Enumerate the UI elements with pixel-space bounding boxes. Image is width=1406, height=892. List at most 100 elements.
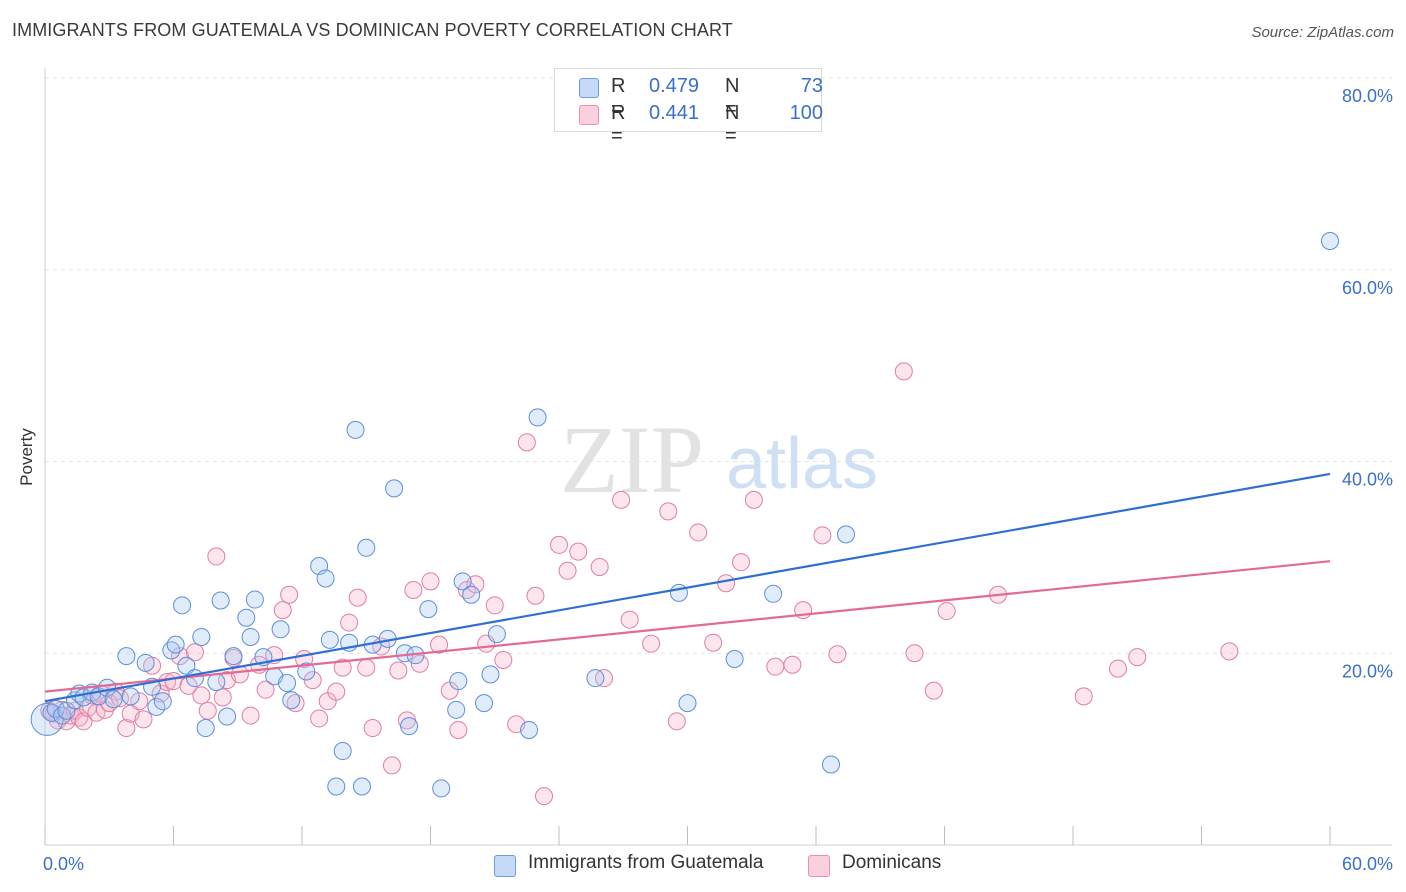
legend-n-value: 100 bbox=[789, 102, 823, 124]
data-point-dominicans bbox=[744, 490, 763, 509]
data-point-dominicans bbox=[273, 601, 292, 620]
data-point-dominicans bbox=[526, 586, 545, 605]
data-point-guatemala bbox=[316, 569, 335, 588]
data-point-dominicans bbox=[494, 650, 513, 669]
data-point-dominicans bbox=[256, 680, 275, 699]
data-point-dominicans bbox=[130, 692, 149, 711]
data-point-guatemala bbox=[196, 719, 215, 738]
data-point-guatemala bbox=[333, 742, 352, 761]
data-point-dominicans bbox=[612, 490, 631, 509]
data-point-dominicans bbox=[905, 644, 924, 663]
data-point-dominicans bbox=[382, 756, 401, 775]
legend-label: Immigrants from Guatemala bbox=[528, 852, 764, 873]
data-point-guatemala bbox=[166, 635, 185, 654]
data-point-dominicans bbox=[340, 613, 359, 632]
data-point-dominicans bbox=[924, 681, 943, 700]
data-point-dominicans bbox=[389, 661, 408, 680]
data-point-guatemala bbox=[487, 625, 506, 644]
chart-title: IMMIGRANTS FROM GUATEMALA VS DOMINICAN P… bbox=[12, 20, 733, 40]
data-point-dominicans bbox=[558, 561, 577, 580]
data-point-guatemala bbox=[211, 591, 230, 610]
data-point-dominicans bbox=[192, 686, 211, 705]
data-point-dominicans bbox=[704, 633, 723, 652]
legend-r-label: R = bbox=[611, 75, 626, 120]
data-point-dominicans bbox=[1074, 687, 1093, 706]
data-point-guatemala bbox=[104, 690, 123, 709]
trend-lines bbox=[44, 472, 1331, 703]
data-point-dominicans bbox=[717, 574, 736, 593]
data-point-guatemala bbox=[528, 408, 547, 427]
watermark-atlas: atlas bbox=[726, 424, 878, 504]
data-point-guatemala bbox=[177, 656, 196, 675]
data-point-dominicans bbox=[766, 657, 785, 676]
data-point-dominicans bbox=[213, 688, 232, 707]
data-point-guatemala bbox=[271, 620, 290, 639]
watermark-zip: ZIP bbox=[560, 406, 704, 513]
data-point-dominicans bbox=[828, 645, 847, 664]
data-point-dominicans bbox=[207, 547, 226, 566]
data-point-guatemala bbox=[821, 755, 840, 774]
data-point-dominicans bbox=[732, 553, 751, 572]
data-point-guatemala bbox=[237, 608, 256, 627]
data-point-guatemala bbox=[320, 630, 339, 649]
data-point-guatemala bbox=[836, 525, 855, 544]
data-point-guatemala bbox=[385, 479, 404, 498]
data-point-guatemala bbox=[419, 600, 438, 619]
data-point-dominicans bbox=[642, 634, 661, 653]
data-point-guatemala bbox=[185, 669, 204, 688]
data-point-guatemala bbox=[432, 779, 451, 798]
data-point-dominicans bbox=[894, 362, 913, 381]
data-point-guatemala bbox=[481, 665, 500, 684]
y-tick-label: 80.0% bbox=[1342, 86, 1393, 106]
data-point-dominicans bbox=[1128, 648, 1147, 667]
data-point-dominicans bbox=[357, 658, 376, 677]
data-point-guatemala bbox=[453, 572, 472, 591]
source-note: Source: ZipAtlas.com bbox=[1251, 24, 1394, 41]
data-point-dominicans bbox=[569, 542, 588, 561]
data-point-dominicans bbox=[241, 706, 260, 725]
data-point-guatemala bbox=[245, 590, 264, 609]
legend-n-value: 73 bbox=[800, 75, 823, 97]
data-point-dominicans bbox=[783, 655, 802, 674]
data-point-guatemala bbox=[173, 596, 192, 615]
legend-swatch-blue bbox=[494, 855, 516, 877]
data-point-dominicans bbox=[937, 602, 956, 621]
data-point-dominicans bbox=[667, 712, 686, 731]
data-point-guatemala bbox=[117, 647, 136, 666]
data-point-dominicans bbox=[134, 710, 153, 729]
data-point-guatemala bbox=[352, 777, 371, 796]
data-point-dominicans bbox=[310, 709, 329, 728]
data-point-dominicans bbox=[348, 588, 367, 607]
data-point-dominicans bbox=[659, 502, 678, 521]
data-point-guatemala bbox=[192, 627, 211, 646]
data-point-guatemala bbox=[153, 692, 172, 711]
data-point-guatemala bbox=[278, 673, 297, 692]
data-point-guatemala bbox=[327, 777, 346, 796]
data-point-guatemala bbox=[449, 672, 468, 691]
data-point-dominicans bbox=[185, 643, 204, 662]
series-legend: Immigrants from Guatemala Dominicans bbox=[0, 852, 1406, 878]
data-point-guatemala bbox=[669, 583, 688, 602]
data-point-dominicans bbox=[1108, 659, 1127, 678]
axes bbox=[44, 68, 1392, 846]
data-point-dominicans bbox=[517, 433, 536, 452]
data-point-guatemala bbox=[725, 650, 744, 669]
data-point-dominicans bbox=[430, 635, 449, 654]
data-point-dominicans bbox=[198, 701, 217, 720]
data-point-dominicans bbox=[327, 682, 346, 701]
data-point-guatemala bbox=[346, 420, 365, 439]
data-point-guatemala bbox=[218, 707, 237, 726]
data-point-guatemala bbox=[224, 647, 243, 666]
data-point-guatemala bbox=[241, 627, 260, 646]
data-point-guatemala bbox=[357, 538, 376, 557]
data-point-dominicans bbox=[813, 526, 832, 545]
legend-r-value: 0.479 bbox=[649, 75, 700, 97]
legend-label: Dominicans bbox=[842, 852, 942, 873]
data-point-guatemala bbox=[586, 669, 605, 688]
data-point-guatemala bbox=[207, 673, 226, 692]
data-point-guatemala bbox=[282, 691, 301, 710]
data-point-dominicans bbox=[333, 658, 352, 677]
y-tick-label: 60.0% bbox=[1342, 278, 1393, 298]
data-point-dominicans bbox=[1220, 642, 1239, 661]
data-point-dominicans bbox=[449, 720, 468, 739]
